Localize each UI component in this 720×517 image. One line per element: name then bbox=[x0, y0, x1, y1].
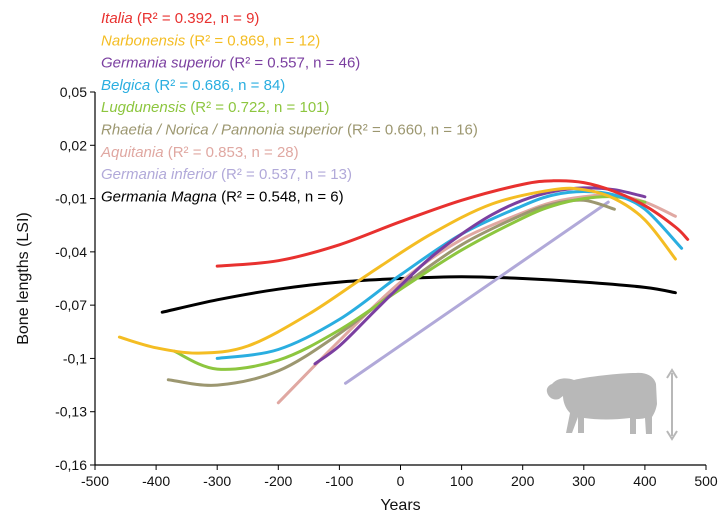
x-tick-label: -100 bbox=[325, 473, 353, 489]
legend-series-name: Italia bbox=[101, 10, 133, 27]
legend-series-name: Germania Magna bbox=[101, 188, 217, 205]
legend-series-stats: (R² = 0.853, n = 28) bbox=[164, 144, 299, 161]
legend-series-name: Belgica bbox=[101, 77, 150, 94]
series-line-belgica bbox=[215, 190, 684, 360]
y-tick-label: -0,04 bbox=[55, 244, 87, 260]
y-tick-label: -0,07 bbox=[55, 297, 87, 313]
legend-series-stats: (R² = 0.548, n = 6) bbox=[217, 188, 344, 205]
legend-entry-germania-inferior: Germania inferior (R² = 0.537, n = 13) bbox=[101, 166, 352, 183]
x-tick-label: -400 bbox=[142, 473, 170, 489]
series-line-italia bbox=[215, 179, 690, 268]
y-tick-label: -0,01 bbox=[55, 191, 87, 207]
y-tick-label: -0,1 bbox=[63, 350, 87, 366]
y-tick-label: 0,05 bbox=[60, 84, 87, 100]
legend-entry-germania-superior: Germania superior (R² = 0.557, n = 46) bbox=[101, 55, 360, 72]
cow-silhouette-icon bbox=[546, 368, 678, 441]
series-line-germania-magna bbox=[160, 275, 677, 314]
x-tick-label: 300 bbox=[572, 473, 596, 489]
y-tick-label: 0,02 bbox=[60, 137, 87, 153]
legend-entry-rhaetia-norica-pannonia-superior: Rhaetia / Norica / Pannonia superior (R²… bbox=[101, 122, 478, 139]
x-tick-label: -300 bbox=[203, 473, 231, 489]
legend-series-stats: (R² = 0.660, n = 16) bbox=[343, 122, 478, 139]
legend-entry-narbonensis: Narbonensis (R² = 0.869, n = 12) bbox=[101, 32, 320, 49]
legend-series-name: Lugdunensis bbox=[101, 99, 187, 116]
series-line-lugdunensis bbox=[172, 195, 647, 371]
series-line-germania-superior bbox=[313, 186, 647, 366]
x-tick-label: 200 bbox=[511, 473, 535, 489]
x-axis-title: Years bbox=[380, 497, 420, 514]
legend-series-stats: (R² = 0.537, n = 13) bbox=[217, 166, 352, 183]
y-tick-label: -0,16 bbox=[55, 457, 87, 473]
axes: 0,05 0,02 -0,01 -0,04 -0,07 -0,1 -0,13 -0,16-50… bbox=[15, 84, 718, 514]
legend-series-stats: (R² = 0.686, n = 84) bbox=[150, 77, 285, 94]
x-tick-label: 400 bbox=[633, 473, 657, 489]
y-axis-title: Bone lengths (LSI) bbox=[15, 212, 32, 345]
legend-series-name: Rhaetia / Norica / Pannonia superior bbox=[101, 122, 344, 139]
legend: Italia (R² = 0.392, n = 9) Narbonensis (R… bbox=[100, 10, 478, 205]
x-tick-label: -200 bbox=[264, 473, 292, 489]
legend-entry-aquitania: Aquitania (R² = 0.853, n = 28) bbox=[100, 144, 299, 161]
x-tick-label: 500 bbox=[694, 473, 718, 489]
legend-series-name: Germania superior bbox=[101, 55, 226, 72]
legend-series-name: Narbonensis bbox=[101, 32, 186, 49]
legend-entry-lugdunensis: Lugdunensis (R² = 0.722, n = 101) bbox=[101, 99, 330, 116]
legend-series-stats: (R² = 0.392, n = 9) bbox=[133, 10, 260, 27]
legend-series-stats: (R² = 0.557, n = 46) bbox=[225, 55, 360, 72]
legend-entry-italia: Italia (R² = 0.392, n = 9) bbox=[101, 10, 259, 27]
series-line-germania-inferior bbox=[344, 200, 610, 385]
x-tick-label: -500 bbox=[81, 473, 109, 489]
legend-entry-belgica: Belgica (R² = 0.686, n = 84) bbox=[101, 77, 285, 94]
legend-series-name: Aquitania bbox=[100, 144, 164, 161]
series-line-narbonensis bbox=[117, 186, 677, 355]
y-tick-label: -0,13 bbox=[55, 404, 87, 420]
legend-series-stats: (R² = 0.722, n = 101) bbox=[186, 99, 329, 116]
x-tick-label: 100 bbox=[450, 473, 474, 489]
series-lines bbox=[117, 179, 690, 405]
legend-series-name: Germania inferior bbox=[101, 166, 218, 183]
x-tick-label: 0 bbox=[397, 473, 405, 489]
legend-entry-germania-magna: Germania Magna (R² = 0.548, n = 6) bbox=[101, 188, 344, 205]
legend-series-stats: (R² = 0.869, n = 12) bbox=[185, 32, 320, 49]
